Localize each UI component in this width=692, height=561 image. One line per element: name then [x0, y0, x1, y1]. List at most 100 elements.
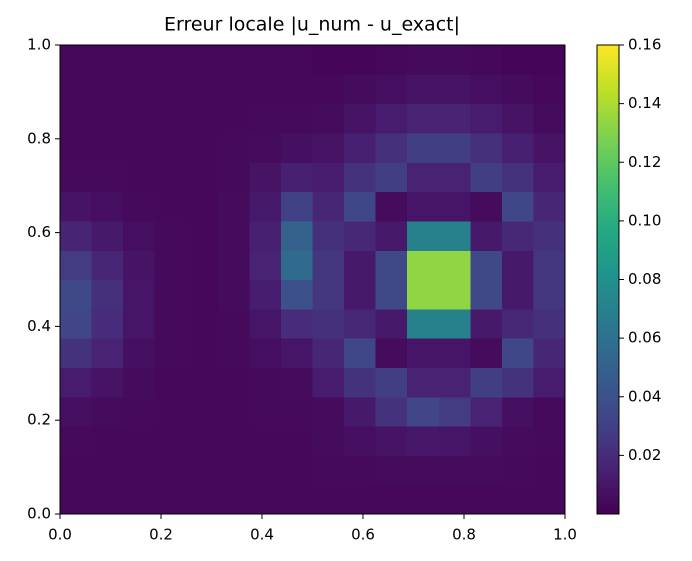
heatmap-cell — [407, 74, 440, 105]
heatmap-cell — [312, 74, 345, 105]
heatmap-cell — [312, 279, 345, 310]
x-tick-label: 1.0 — [553, 526, 577, 544]
heatmap-cell — [344, 162, 377, 193]
y-tick-label: 0.4 — [27, 317, 51, 335]
heatmap-cell — [312, 367, 345, 398]
heatmap-cell — [312, 220, 345, 251]
heatmap-cell — [375, 484, 408, 515]
heatmap-cell — [533, 367, 566, 398]
heatmap-cell — [407, 162, 440, 193]
heatmap-cell — [533, 132, 566, 163]
colorbar-tick-label: 0.10 — [628, 211, 661, 229]
heatmap-cell — [123, 162, 156, 193]
heatmap-cell — [249, 45, 282, 75]
heatmap-cell — [470, 250, 503, 281]
heatmap-cell — [312, 250, 345, 281]
heatmap-cell — [438, 45, 471, 75]
heatmap-cell — [91, 338, 124, 369]
heatmap-cell — [375, 74, 408, 105]
heatmap-cell — [154, 455, 187, 486]
heatmap-cell — [438, 74, 471, 105]
heatmap-cell — [344, 103, 377, 134]
heatmap-cell — [217, 308, 250, 339]
plot-frame — [59, 44, 566, 515]
heatmap-cell — [60, 191, 93, 222]
heatmap-cell — [344, 220, 377, 251]
heatmap-cell — [60, 426, 93, 456]
heatmap-cell — [407, 484, 440, 515]
heatmap-cell — [470, 45, 503, 75]
heatmap-cell — [91, 191, 124, 222]
heatmap-cell — [470, 162, 503, 193]
heatmap-cell — [123, 367, 156, 398]
x-tick-label: 0.4 — [250, 526, 274, 544]
heatmap-cell — [344, 308, 377, 339]
heatmap-cell — [312, 484, 345, 515]
heatmap-cell — [407, 45, 440, 75]
heatmap-cell — [312, 103, 345, 134]
heatmap-cell — [186, 74, 219, 105]
heatmap-cell — [375, 191, 408, 222]
heatmap-cell — [217, 396, 250, 427]
heatmap-cell — [280, 396, 314, 427]
heatmap-cell — [249, 132, 282, 163]
heatmap-cell — [280, 455, 314, 486]
heatmap-cell — [344, 455, 377, 486]
heatmap-cell — [60, 45, 93, 75]
heatmap-cell — [533, 455, 566, 486]
colorbar — [596, 44, 620, 515]
heatmap-cell — [60, 308, 93, 339]
heatmap-cell — [91, 132, 124, 163]
heatmap-cell — [501, 279, 535, 310]
heatmap-cell — [375, 308, 408, 339]
heatmap-cell — [217, 220, 250, 251]
heatmap-cell — [217, 367, 250, 398]
heatmap-cell — [217, 103, 250, 134]
heatmap-cell — [217, 484, 250, 515]
colorbar-tick-label: 0.16 — [628, 36, 661, 54]
heatmap-cell — [60, 484, 93, 515]
heatmap-cell — [154, 250, 187, 281]
heatmap-cell — [186, 45, 219, 75]
heatmap-cell — [375, 367, 408, 398]
heatmap-cell — [280, 45, 314, 75]
y-tick-label: 0.6 — [27, 223, 51, 241]
heatmap-cell — [533, 162, 566, 193]
heatmap-cell — [375, 250, 408, 281]
heatmap-cell — [312, 191, 345, 222]
heatmap-cell — [407, 308, 440, 339]
heatmap-cell — [438, 132, 471, 163]
heatmap-cell — [91, 396, 124, 427]
heatmap-cell — [375, 455, 408, 486]
heatmap-cell — [438, 191, 471, 222]
heatmap-cell — [123, 484, 156, 515]
heatmap-cell — [249, 250, 282, 281]
heatmap-cell — [501, 220, 535, 251]
heatmap-cell — [438, 103, 471, 134]
colorbar-tick-label: 0.04 — [628, 387, 661, 405]
heatmap-cell — [344, 45, 377, 75]
heatmap-cell — [123, 103, 156, 134]
heatmap-cell — [312, 45, 345, 75]
heatmap-cell — [533, 484, 566, 515]
heatmap-cell — [154, 103, 187, 134]
heatmap-cell — [375, 279, 408, 310]
heatmap-cell — [533, 220, 566, 251]
heatmap-cell — [280, 279, 314, 310]
heatmap-cell — [280, 308, 314, 339]
heatmap-cell — [375, 396, 408, 427]
heatmap-cell — [470, 220, 503, 251]
heatmap-cell — [280, 250, 314, 281]
heatmap-cell — [438, 396, 471, 427]
heatmap-cell — [123, 426, 156, 456]
heatmap-cell — [375, 132, 408, 163]
heatmap-cell — [123, 132, 156, 163]
colorbar-tick-label: 0.06 — [628, 329, 661, 347]
heatmap-cell — [470, 338, 503, 369]
heatmap-cell — [312, 455, 345, 486]
heatmap-cell — [407, 103, 440, 134]
heatmap-cell — [249, 162, 282, 193]
heatmap-cell — [186, 338, 219, 369]
heatmap-cell — [501, 250, 535, 281]
